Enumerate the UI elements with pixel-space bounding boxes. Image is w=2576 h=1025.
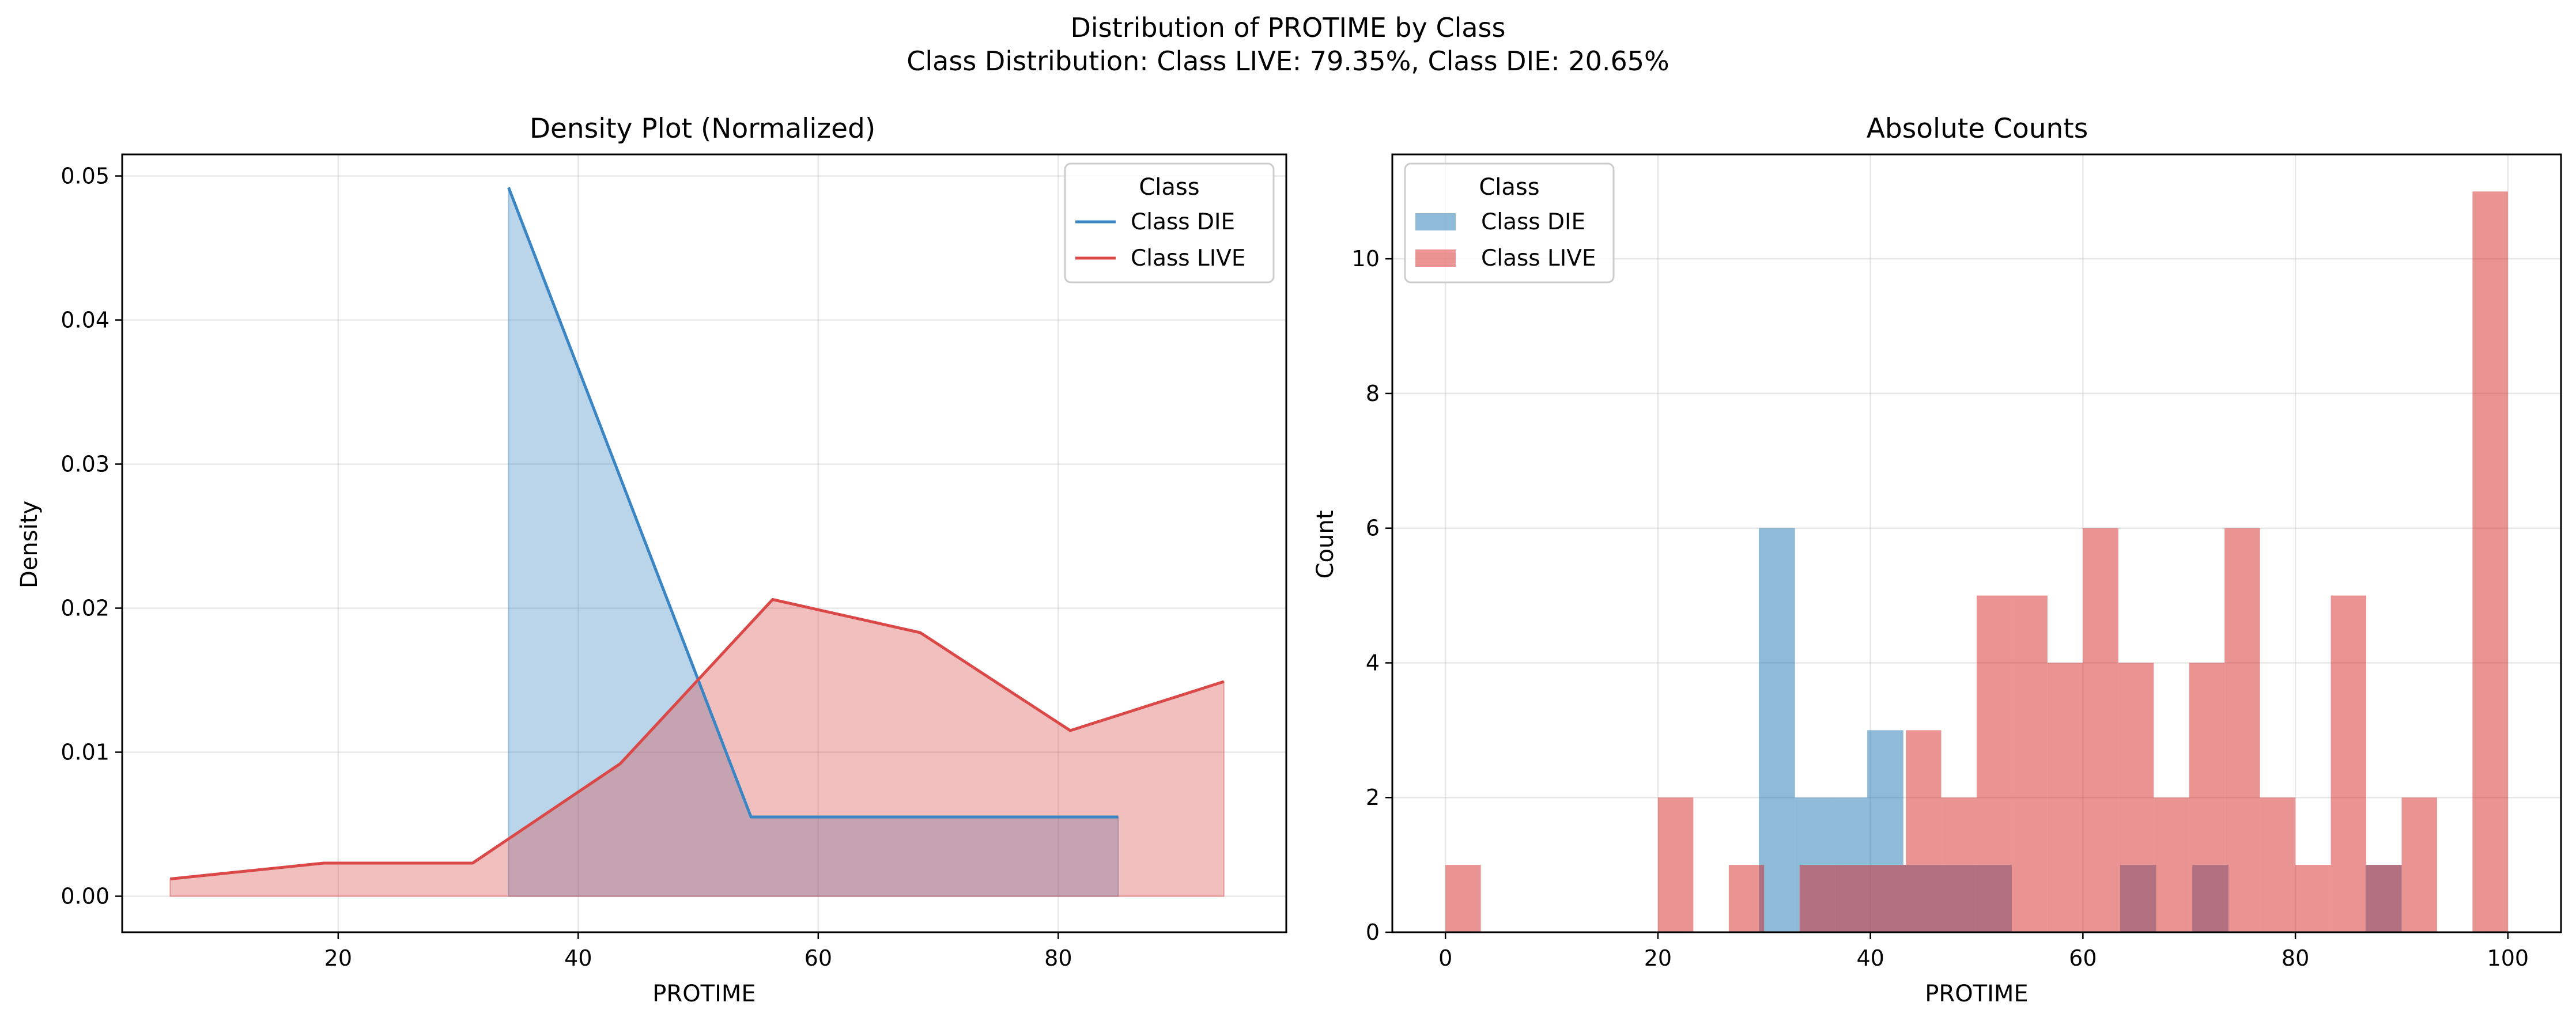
density-line-class-live [170,598,1225,880]
counts-bar-class-live [2401,797,2437,932]
counts-bar-class-live [2472,191,2508,933]
counts-bar-class-live [1799,865,1835,932]
counts-plot-title: Absolute Counts [1867,113,2088,145]
counts-bar-class-live [2083,528,2118,932]
counts-bar-class-live [2366,865,2402,932]
counts-legend: Class Class DIE Class LIVE [1404,162,1615,283]
counts-plot-panel: Absolute Counts 0 20 40 60 80 100 0 2 4 6 8 10 PROT… [1312,113,2562,1007]
counts-x-tick-label: 80 [2282,945,2309,971]
counts-x-tick-label: 0 [1438,945,1452,971]
density-x-tick-label: 40 [564,945,592,971]
counts-x-tick-label: 20 [1644,945,1672,971]
counts-bar-class-live [1657,797,1694,932]
counts-y-tick-label: 10 [1352,246,1380,271]
density-y-tick-label: 0.02 [61,596,109,621]
counts-y-axis-label: Count [1312,510,1339,579]
density-plot-title: Density Plot (Normalized) [530,113,875,145]
counts-bar-class-die [1759,528,1795,932]
counts-x-tick-label: 100 [2487,945,2529,971]
density-ticks: 20 40 60 80 0.00 0.01 0.02 0.03 0.04 0.05 [61,164,1072,971]
counts-y-tick-label: 8 [1366,381,1380,406]
counts-bar-class-live [2295,865,2331,932]
counts-bar-class-live [1870,865,1906,932]
density-y-tick-label: 0.04 [61,308,109,333]
counts-y-tick-label: 4 [1366,650,1380,675]
counts-bar-class-live [2118,663,2154,932]
counts-bar-class-live [2260,797,2296,932]
counts-legend-live-label: Class LIVE [1481,245,1596,271]
density-y-tick-label: 0.01 [61,740,109,765]
density-x-tick-label: 60 [804,945,832,971]
density-y-axis-label: Density [16,501,43,588]
density-legend: Class Class DIE Class LIVE [1064,162,1275,283]
counts-y-tick-label: 0 [1366,920,1380,945]
counts-bar-class-live [2047,663,2083,932]
density-x-tick-label: 80 [1044,945,1072,971]
counts-legend-die-label: Class DIE [1481,209,1585,235]
counts-bar-class-live [1728,865,1765,932]
counts-legend-title: Class [1479,174,1539,201]
counts-legend-live-swatch [1415,249,1456,267]
counts-y-tick-label: 6 [1366,516,1380,541]
counts-series-layer [1445,191,2508,933]
counts-y-tick-label: 2 [1366,785,1380,810]
counts-legend-box [1404,162,1615,283]
density-y-tick-label: 0.05 [61,164,109,189]
density-series-layer [169,187,1225,897]
density-legend-live-label: Class LIVE [1131,245,1246,271]
counts-bar-class-live [2189,663,2225,932]
counts-bar-class-live [2154,797,2189,932]
density-axes-frame [121,153,1287,933]
counts-bar-class-live [1977,595,2012,932]
counts-bar-class-live [1941,797,1977,932]
counts-x-tick-label: 40 [1856,945,1884,971]
counts-bar-class-live [2331,595,2366,932]
density-grid [122,154,1286,932]
figure-title: Distribution of PROTIME by Class [1071,12,1506,43]
density-legend-title: Class [1139,174,1199,201]
density-y-tick-label: 0.03 [61,452,109,477]
density-x-axis-label: PROTIME [652,981,756,1007]
density-legend-die-label: Class DIE [1131,209,1235,235]
counts-bar-class-live [1906,730,1942,932]
counts-legend-die-swatch [1415,213,1456,230]
counts-bar-class-live [2012,595,2048,932]
density-y-tick-label: 0.00 [61,884,109,909]
counts-ticks: 0 20 40 60 80 100 0 2 4 6 8 10 [1352,246,2529,971]
counts-bar-class-live [2224,528,2260,932]
counts-bar-class-live [1445,865,1481,932]
figure-subtitle: Class Distribution: Class LIVE: 79.35%, … [906,46,1669,77]
density-legend-box [1064,162,1275,283]
counts-x-tick-label: 60 [2069,945,2097,971]
density-plot-panel: Density Plot (Normalized) 20 40 60 80 0.00 0.… [16,113,1287,1007]
counts-bar-class-live [1835,865,1871,932]
counts-x-axis-label: PROTIME [1925,981,2028,1007]
density-x-tick-label: 20 [324,945,352,971]
counts-axes-frame [1391,153,2562,933]
